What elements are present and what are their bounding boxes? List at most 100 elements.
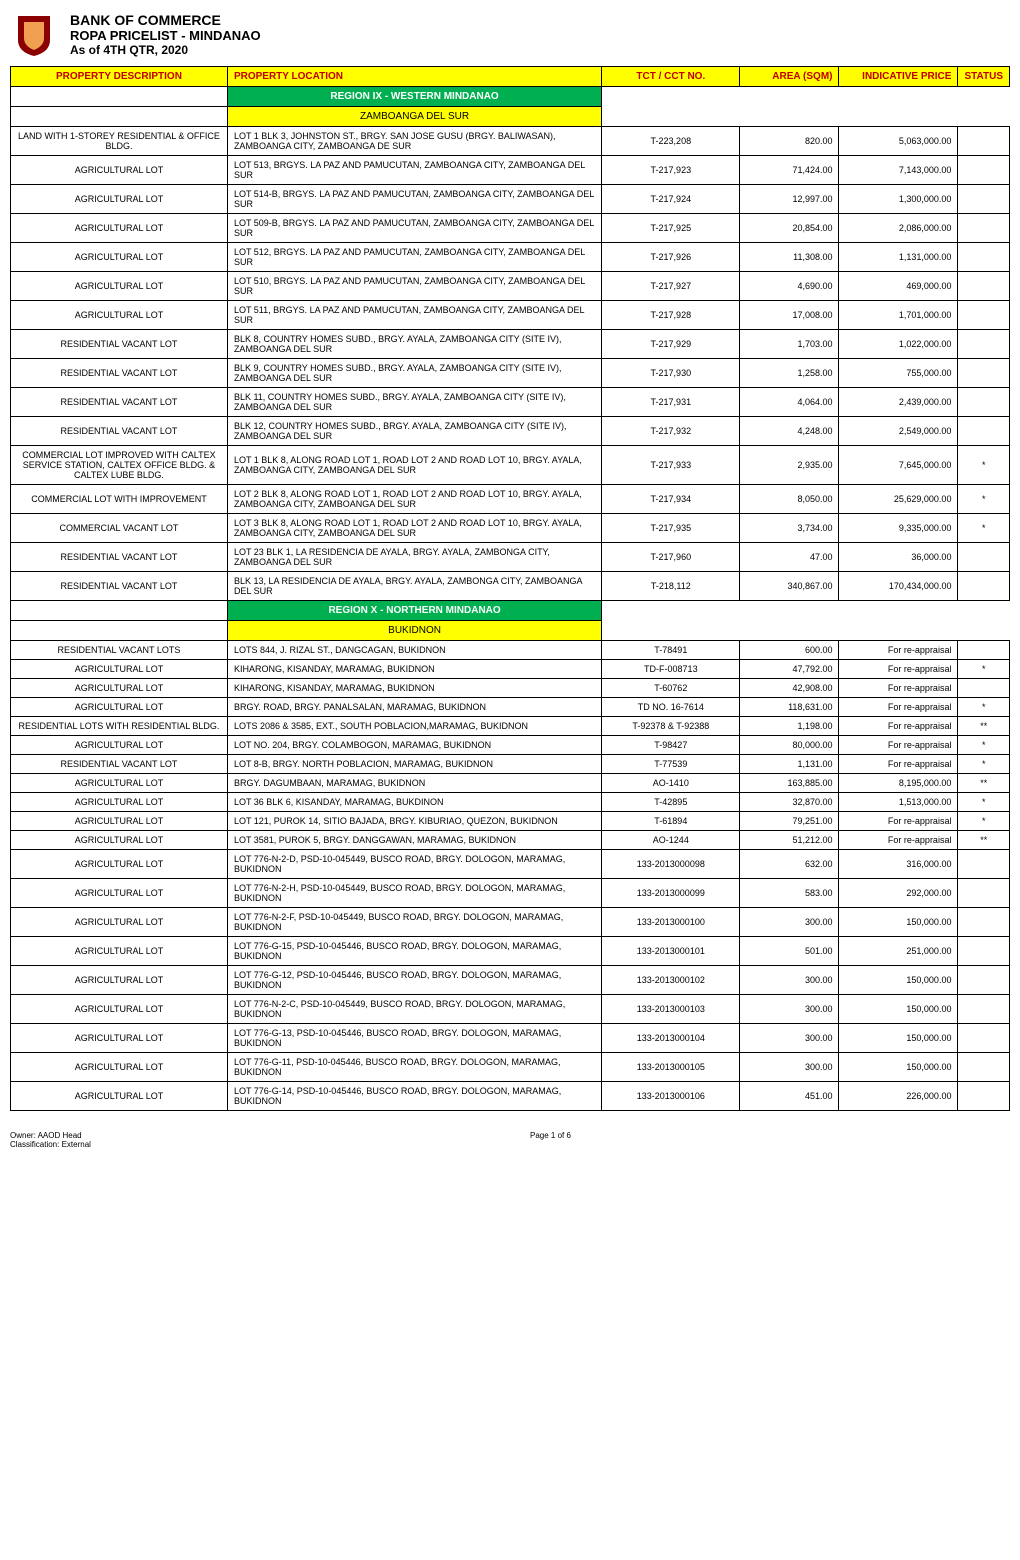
cell-area: 20,854.00: [740, 214, 839, 243]
cell-location: LOT 121, PUROK 14, SITIO BAJADA, BRGY. K…: [227, 812, 601, 831]
table-row: RESIDENTIAL VACANT LOTBLK 12, COUNTRY HO…: [11, 417, 1010, 446]
cell-description: RESIDENTIAL VACANT LOT: [11, 417, 228, 446]
cell-tct: T-78491: [602, 641, 740, 660]
cell-tct: 133-2013000101: [602, 937, 740, 966]
cell-area: 1,131.00: [740, 755, 839, 774]
cell-price: 1,701,000.00: [839, 301, 958, 330]
cell-tct: TD-F-008713: [602, 660, 740, 679]
region-header-row: REGION IX - WESTERN MINDANAO: [11, 87, 1010, 107]
table-row: AGRICULTURAL LOTBRGY. DAGUMBAAN, MARAMAG…: [11, 774, 1010, 793]
cell-description: AGRICULTURAL LOT: [11, 156, 228, 185]
cell-price: 316,000.00: [839, 850, 958, 879]
cell-location: KIHARONG, KISANDAY, MARAMAG, BUKIDNON: [227, 660, 601, 679]
cell-location: LOT 776-N-2-F, PSD-10-045449, BUSCO ROAD…: [227, 908, 601, 937]
table-row: COMMERCIAL VACANT LOTLOT 3 BLK 8, ALONG …: [11, 514, 1010, 543]
cell-area: 11,308.00: [740, 243, 839, 272]
cell-tct: T-77539: [602, 755, 740, 774]
cell-tct: AO-1410: [602, 774, 740, 793]
table-row: COMMERCIAL LOT WITH IMPROVEMENTLOT 2 BLK…: [11, 485, 1010, 514]
cell-status: *: [958, 755, 1010, 774]
cell-location: LOT 3581, PUROK 5, BRGY. DANGGAWAN, MARA…: [227, 831, 601, 850]
footer-page-number: Page 1 of 6: [530, 1131, 571, 1149]
cell-location: LOT 514-B, BRGYS. LA PAZ AND PAMUCUTAN, …: [227, 185, 601, 214]
cell-description: RESIDENTIAL VACANT LOT: [11, 572, 228, 601]
cell-area: 47,792.00: [740, 660, 839, 679]
region-blank-cell: [11, 87, 228, 107]
table-row: AGRICULTURAL LOTLOT 776-G-11, PSD-10-045…: [11, 1053, 1010, 1082]
cell-price: 150,000.00: [839, 908, 958, 937]
cell-price: 9,335,000.00: [839, 514, 958, 543]
cell-location: LOT 776-N-2-C, PSD-10-045449, BUSCO ROAD…: [227, 995, 601, 1024]
cell-area: 501.00: [740, 937, 839, 966]
footer-owner: Owner: AAOD Head: [10, 1131, 91, 1140]
cell-area: 42,908.00: [740, 679, 839, 698]
cell-price: For re-appraisal: [839, 736, 958, 755]
cell-area: 632.00: [740, 850, 839, 879]
cell-area: 3,734.00: [740, 514, 839, 543]
table-row: RESIDENTIAL LOTS WITH RESIDENTIAL BLDG.L…: [11, 717, 1010, 736]
pricelist-table: PROPERTY DESCRIPTION PROPERTY LOCATION T…: [10, 66, 1010, 1111]
cell-status: [958, 850, 1010, 879]
cell-status: [958, 879, 1010, 908]
cell-location: LOT 1 BLK 8, ALONG ROAD LOT 1, ROAD LOT …: [227, 446, 601, 485]
cell-area: 300.00: [740, 908, 839, 937]
subregion-empty-cell: [602, 107, 1010, 127]
region-empty-cell: [602, 87, 1010, 107]
page-footer: Owner: AAOD Head Classification: Externa…: [10, 1131, 1010, 1149]
cell-status: [958, 127, 1010, 156]
cell-location: BLK 8, COUNTRY HOMES SUBD., BRGY. AYALA,…: [227, 330, 601, 359]
cell-price: 755,000.00: [839, 359, 958, 388]
table-row: AGRICULTURAL LOTLOT 509-B, BRGYS. LA PAZ…: [11, 214, 1010, 243]
cell-location: LOT 776-G-13, PSD-10-045446, BUSCO ROAD,…: [227, 1024, 601, 1053]
cell-tct: T-60762: [602, 679, 740, 698]
table-row: AGRICULTURAL LOTLOT 776-N-2-F, PSD-10-04…: [11, 908, 1010, 937]
cell-tct: T-217,923: [602, 156, 740, 185]
cell-status: [958, 543, 1010, 572]
cell-tct: 133-2013000102: [602, 966, 740, 995]
cell-tct: AO-1244: [602, 831, 740, 850]
table-row: RESIDENTIAL VACANT LOTLOT 8-B, BRGY. NOR…: [11, 755, 1010, 774]
table-row: LAND WITH 1-STOREY RESIDENTIAL & OFFICE …: [11, 127, 1010, 156]
cell-description: AGRICULTURAL LOT: [11, 1024, 228, 1053]
cell-price: 36,000.00: [839, 543, 958, 572]
cell-area: 4,248.00: [740, 417, 839, 446]
cell-location: LOT 776-N-2-H, PSD-10-045449, BUSCO ROAD…: [227, 879, 601, 908]
cell-price: 170,434,000.00: [839, 572, 958, 601]
cell-status: [958, 272, 1010, 301]
cell-price: 1,131,000.00: [839, 243, 958, 272]
cell-tct: 133-2013000100: [602, 908, 740, 937]
cell-price: For re-appraisal: [839, 698, 958, 717]
table-row: RESIDENTIAL VACANT LOTLOT 23 BLK 1, LA R…: [11, 543, 1010, 572]
cell-location: BLK 13, LA RESIDENCIA DE AYALA, BRGY. AY…: [227, 572, 601, 601]
region-empty-cell: [602, 601, 1010, 621]
table-row: RESIDENTIAL VACANT LOTBLK 11, COUNTRY HO…: [11, 388, 1010, 417]
cell-price: 2,549,000.00: [839, 417, 958, 446]
cell-description: RESIDENTIAL LOTS WITH RESIDENTIAL BLDG.: [11, 717, 228, 736]
cell-tct: T-217,925: [602, 214, 740, 243]
cell-status: *: [958, 793, 1010, 812]
cell-price: 1,513,000.00: [839, 793, 958, 812]
cell-price: 7,143,000.00: [839, 156, 958, 185]
cell-status: [958, 572, 1010, 601]
cell-description: AGRICULTURAL LOT: [11, 966, 228, 995]
cell-description: RESIDENTIAL VACANT LOTS: [11, 641, 228, 660]
cell-status: **: [958, 717, 1010, 736]
table-row: AGRICULTURAL LOTLOT 121, PUROK 14, SITIO…: [11, 812, 1010, 831]
cell-location: LOT 2 BLK 8, ALONG ROAD LOT 1, ROAD LOT …: [227, 485, 601, 514]
table-row: AGRICULTURAL LOTLOT 776-G-14, PSD-10-045…: [11, 1082, 1010, 1111]
cell-price: 8,195,000.00: [839, 774, 958, 793]
table-header-row: PROPERTY DESCRIPTION PROPERTY LOCATION T…: [11, 67, 1010, 87]
cell-status: [958, 679, 1010, 698]
cell-price: 226,000.00: [839, 1082, 958, 1111]
cell-status: [958, 937, 1010, 966]
cell-area: 2,935.00: [740, 446, 839, 485]
cell-price: For re-appraisal: [839, 660, 958, 679]
cell-description: AGRICULTURAL LOT: [11, 698, 228, 717]
cell-area: 17,008.00: [740, 301, 839, 330]
cell-price: For re-appraisal: [839, 755, 958, 774]
cell-price: 1,300,000.00: [839, 185, 958, 214]
cell-status: [958, 1053, 1010, 1082]
cell-area: 600.00: [740, 641, 839, 660]
cell-price: 25,629,000.00: [839, 485, 958, 514]
col-header-price: INDICATIVE PRICE: [839, 67, 958, 87]
